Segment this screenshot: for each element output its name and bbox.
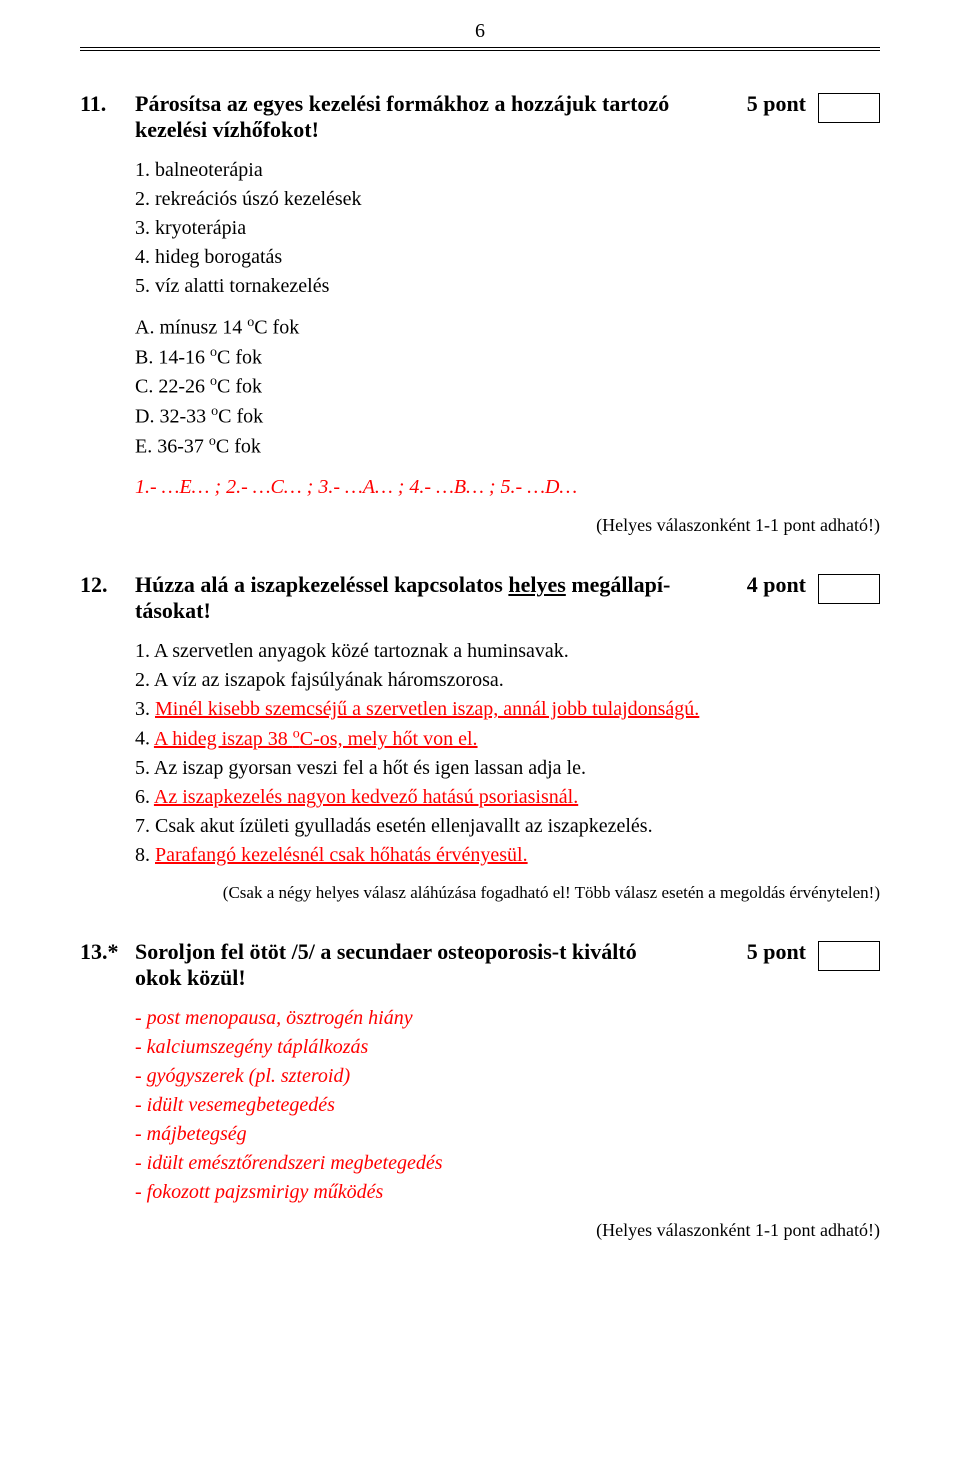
list-item: 2. A víz az iszapok fajsúlyának háromszo… — [135, 667, 880, 694]
title-part-3: tásokat! — [135, 598, 211, 623]
list-item: 3. Minél kisebb szemcséjű a szervetlen i… — [135, 696, 880, 723]
list-item: 4. A hideg iszap 38 oC-os, mely hőt von … — [135, 725, 880, 753]
scoring-note: (Helyes válaszonként 1-1 pont adható!) — [80, 515, 880, 536]
question-number: 11. — [80, 91, 135, 117]
list-item: 5. Az iszap gyorsan veszi fel a hőt és i… — [135, 755, 880, 782]
scoring-note: (Helyes válaszonként 1-1 pont adható!) — [80, 1220, 880, 1241]
list-item: 7. Csak akut ízületi gyulladás esetén el… — [135, 813, 880, 840]
answer-item: - idült vesemegbetegedés — [135, 1092, 880, 1119]
answer-list: - post menopausa, ösztrogén hiány - kalc… — [135, 1005, 880, 1206]
option-e: E. 36-37 oC fok — [135, 433, 880, 461]
option-c: C. 22-26 oC fok — [135, 373, 880, 401]
answer-item: - májbetegség — [135, 1121, 880, 1148]
question-head: 13.* Soroljon fel ötöt /5/ a secundaer o… — [80, 939, 880, 991]
question-points: 5 pont — [747, 91, 806, 117]
title-underline: helyes — [508, 572, 565, 597]
treatment-list: 1. balneoterápia 2. rekreációs úszó keze… — [135, 157, 880, 300]
question-number: 12. — [80, 572, 135, 598]
option-b: B. 14-16 oC fok — [135, 344, 880, 372]
answer-item: - fokozott pajzsmirigy működés — [135, 1179, 880, 1206]
title-line-1: Párosítsa az egyes kezelési formákhoz a … — [135, 91, 669, 116]
list-item: 2. rekreációs úszó kezelések — [135, 186, 880, 213]
list-item: 1. A szervetlen anyagok közé tartoznak a… — [135, 638, 880, 665]
title-line-1: Soroljon fel ötöt /5/ a secundaer osteop… — [135, 939, 637, 964]
answer-item: - gyógyszerek (pl. szteroid) — [135, 1063, 880, 1090]
question-points: 4 pont — [747, 572, 806, 598]
title-line-2: okok közül! — [135, 965, 246, 990]
answer-item: - idült emésztőrendszeri megbetegedés — [135, 1150, 880, 1177]
question-title: Soroljon fel ötöt /5/ a secundaer osteop… — [135, 939, 747, 991]
answer-item: - kalciumszegény táplálkozás — [135, 1034, 880, 1061]
title-part-2: megállapí- — [566, 572, 671, 597]
question-13: 13.* Soroljon fel ötöt /5/ a secundaer o… — [80, 939, 880, 1241]
score-box[interactable] — [818, 574, 880, 604]
option-d: D. 32-33 oC fok — [135, 403, 880, 431]
page-number: 6 — [80, 20, 880, 48]
question-head: 11. Párosítsa az egyes kezelési formákho… — [80, 91, 880, 143]
title-part-1: Húzza alá a iszapkezeléssel kapcsolatos — [135, 572, 508, 597]
option-a: A. mínusz 14 oC fok — [135, 314, 880, 342]
list-item: 5. víz alatti tornakezelés — [135, 273, 880, 300]
question-body: 1. A szervetlen anyagok közé tartoznak a… — [135, 638, 880, 869]
question-title: Húzza alá a iszapkezeléssel kapcsolatos … — [135, 572, 747, 624]
score-box[interactable] — [818, 941, 880, 971]
list-item: 3. kryoterápia — [135, 215, 880, 242]
list-item: 1. balneoterápia — [135, 157, 880, 184]
question-11: 11. Párosítsa az egyes kezelési formákho… — [80, 91, 880, 536]
list-item: 8. Parafangó kezelésnél csak hőhatás érv… — [135, 842, 880, 869]
list-item: 6. Az iszapkezelés nagyon kedvező hatású… — [135, 784, 880, 811]
statement-list: 1. A szervetlen anyagok közé tartoznak a… — [135, 638, 880, 869]
scoring-note: (Csak a négy helyes válasz aláhúzása fog… — [80, 883, 880, 903]
title-line-2: kezelési vízhőfokot! — [135, 117, 319, 142]
header-divider — [80, 50, 880, 51]
score-box[interactable] — [818, 93, 880, 123]
list-item: 4. hideg borogatás — [135, 244, 880, 271]
answer-item: - post menopausa, ösztrogén hiány — [135, 1005, 880, 1032]
answer-key: 1.- …E… ; 2.- …C… ; 3.- …A… ; 4.- …B… ; … — [135, 474, 880, 501]
question-title: Párosítsa az egyes kezelési formákhoz a … — [135, 91, 747, 143]
question-body: - post menopausa, ösztrogén hiány - kalc… — [135, 1005, 880, 1206]
question-number: 13.* — [80, 939, 135, 965]
temperature-options: A. mínusz 14 oC fok B. 14-16 oC fok C. 2… — [135, 314, 880, 460]
question-12: 12. Húzza alá a iszapkezeléssel kapcsola… — [80, 572, 880, 903]
page: 6 11. Párosítsa az egyes kezelési formák… — [0, 0, 960, 1479]
question-head: 12. Húzza alá a iszapkezeléssel kapcsola… — [80, 572, 880, 624]
question-body: 1. balneoterápia 2. rekreációs úszó keze… — [135, 157, 880, 501]
question-points: 5 pont — [747, 939, 806, 965]
